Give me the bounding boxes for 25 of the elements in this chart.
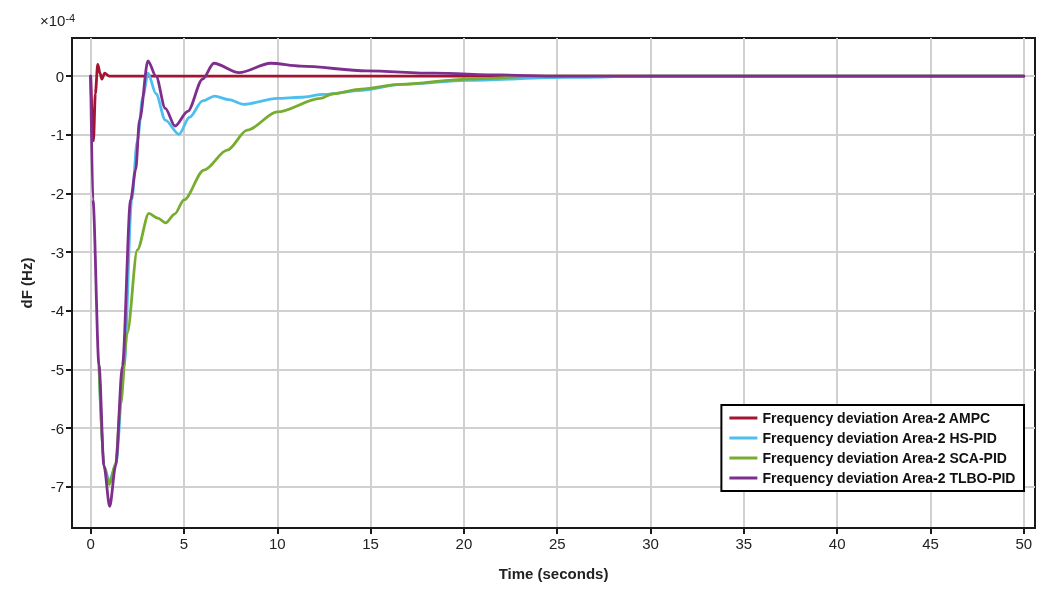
y-tick-label: -4 xyxy=(50,302,64,320)
legend-label: Frequency deviation Area-2 SCA-PID xyxy=(762,450,1007,466)
y-tick-label: -3 xyxy=(50,243,64,261)
y-tick-label: -7 xyxy=(50,478,64,496)
y-tick-label: -1 xyxy=(50,126,64,144)
y-tick-label: -2 xyxy=(50,185,64,203)
x-axis-title: Time (seconds) xyxy=(498,565,609,582)
y-axis-title: dF (Hz) xyxy=(18,257,35,309)
x-tick-label: 50 xyxy=(1015,535,1033,552)
x-tick-label: 30 xyxy=(642,535,659,552)
y-tick-label: 0 xyxy=(55,67,64,85)
legend-label: Frequency deviation Area-2 TLBO-PID xyxy=(762,470,1016,486)
x-tick-label: 20 xyxy=(455,535,473,552)
x-tick-label: 35 xyxy=(735,535,753,552)
x-tick-label: 45 xyxy=(922,535,939,552)
legend-label: Frequency deviation Area-2 AMPC xyxy=(762,410,991,426)
x-tick-label: 10 xyxy=(268,535,286,552)
x-tick-label: 40 xyxy=(828,535,846,552)
x-tick-label: 15 xyxy=(362,535,379,552)
x-tick-label: 25 xyxy=(548,535,566,552)
y-tick-label: -5 xyxy=(50,361,64,379)
y-tick-label: -6 xyxy=(50,419,64,437)
x-tick-label: 0 xyxy=(86,535,95,552)
x-tick-label: 5 xyxy=(179,535,189,552)
legend-label: Frequency deviation Area-2 HS-PID xyxy=(762,430,997,446)
